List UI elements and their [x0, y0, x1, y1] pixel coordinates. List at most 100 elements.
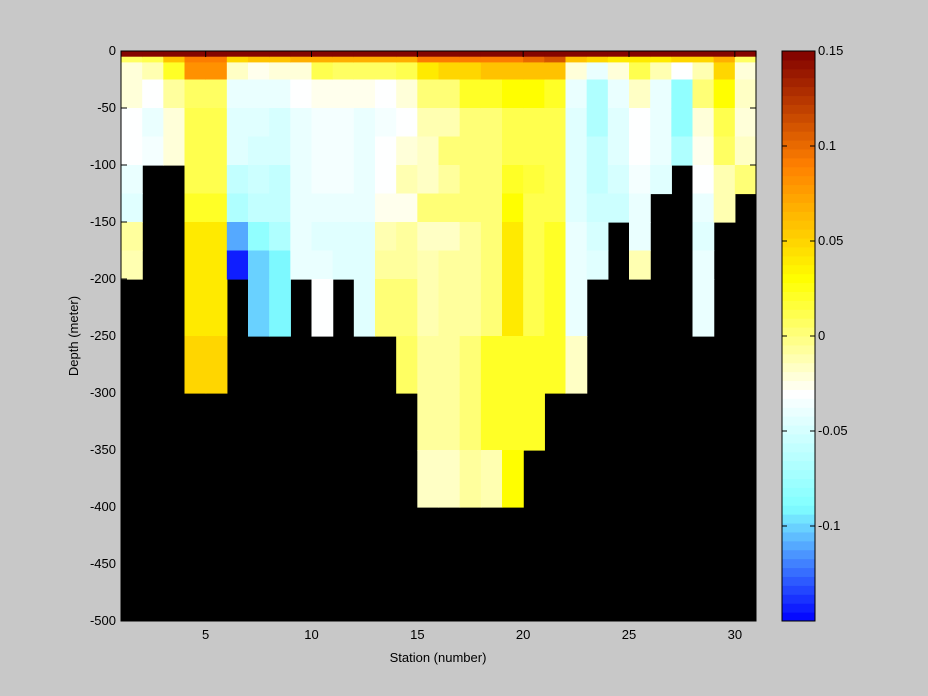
colorbar-level: [782, 353, 815, 364]
heatmap-cell: [121, 62, 143, 81]
heatmap-cell: [480, 79, 503, 109]
heatmap-cell: [311, 193, 334, 223]
heatmap-cell: [375, 79, 397, 109]
y-tick-label: 0: [109, 43, 116, 58]
heatmap-cell: [650, 62, 672, 81]
heatmap-cell: [121, 56, 143, 63]
heatmap-cell: [629, 108, 651, 138]
heatmap-cell: [629, 136, 651, 166]
colorbar-level: [782, 318, 815, 328]
heatmap-cell: [607, 193, 630, 223]
heatmap-cell: [586, 250, 609, 280]
heatmap-cell: [459, 336, 482, 394]
heatmap-cell: [502, 250, 524, 280]
heatmap-cell: [163, 79, 186, 109]
heatmap-cell: [290, 108, 313, 138]
heatmap-cell: [353, 222, 376, 252]
x-tick-label: 30: [728, 627, 742, 642]
heatmap-cell: [226, 56, 249, 63]
heatmap-cell: [586, 165, 609, 195]
heatmap-cell: [438, 136, 461, 166]
heatmap-cell: [396, 136, 418, 166]
colorbar-level: [782, 95, 815, 105]
heatmap-cell: [650, 56, 672, 63]
x-tick-label: 25: [622, 627, 636, 642]
heatmap-cell: [438, 108, 461, 138]
heatmap-cell: [311, 136, 334, 166]
heatmap-cell: [671, 56, 694, 63]
heatmap-cells: [121, 51, 757, 508]
heatmap-cell: [184, 336, 207, 394]
heatmap-cell: [480, 250, 503, 280]
heatmap-cell: [565, 56, 588, 63]
colorbar-level: [782, 558, 815, 569]
heatmap-cell: [480, 336, 503, 394]
heatmap-cell: [205, 336, 228, 394]
heatmap-cell: [438, 222, 461, 252]
heatmap-cell: [565, 79, 588, 109]
heatmap-cell: [523, 193, 545, 223]
colorbar-level: [782, 469, 815, 479]
heatmap-cell: [290, 51, 313, 58]
heatmap-cell: [523, 336, 545, 394]
colorbar-level: [782, 255, 815, 266]
heatmap-cell: [184, 136, 207, 166]
heatmap-cell: [142, 56, 164, 63]
heatmap-cell: [269, 62, 291, 81]
heatmap-cell: [332, 250, 355, 280]
heatmap-cell: [565, 222, 588, 252]
heatmap-cell: [226, 222, 249, 252]
heatmap-cell: [586, 79, 609, 109]
heatmap-cell: [523, 62, 545, 81]
heatmap-cell: [734, 108, 757, 138]
colorbar-level: [782, 433, 815, 444]
colorbar-level: [782, 460, 815, 471]
heatmap-cell: [248, 136, 270, 166]
heatmap-cell: [523, 136, 545, 166]
heatmap-cell: [269, 136, 291, 166]
heatmap-cell: [502, 393, 524, 451]
colorbar-level: [782, 585, 815, 595]
heatmap-cell: [565, 193, 588, 223]
y-tick-label: -450: [90, 556, 116, 571]
heatmap-cell: [269, 79, 291, 109]
heatmap-cell: [565, 336, 588, 394]
heatmap-cell: [480, 136, 503, 166]
heatmap-cell: [375, 193, 397, 223]
heatmap-cell: [565, 62, 588, 81]
heatmap-cell: [396, 279, 418, 337]
heatmap-cell: [502, 222, 524, 252]
heatmap-cell: [734, 56, 757, 63]
heatmap-cell: [480, 450, 503, 508]
heatmap-cell: [396, 193, 418, 223]
heatmap-cell: [396, 56, 418, 63]
heatmap-cell: [438, 450, 461, 508]
colorbar-level: [782, 211, 815, 221]
heatmap-cell: [438, 193, 461, 223]
heatmap-cell: [184, 108, 207, 138]
colorbar-level: [782, 371, 815, 382]
colorbar-level: [782, 389, 815, 399]
heatmap-cell: [523, 250, 545, 280]
colorbar-level: [782, 131, 815, 141]
heatmap-cell: [692, 193, 715, 223]
colorbar-level: [782, 300, 815, 310]
heatmap-cell: [438, 56, 461, 63]
colorbar-level: [782, 291, 815, 301]
heatmap-cell: [713, 79, 736, 109]
heatmap-cell: [734, 79, 757, 109]
heatmap-cell: [163, 108, 186, 138]
heatmap-cell: [586, 193, 609, 223]
heatmap-cell: [523, 165, 545, 195]
colorbar-tick-label: 0.05: [818, 233, 843, 248]
heatmap-cell: [692, 250, 715, 280]
heatmap-cell: [459, 51, 482, 58]
heatmap-cell: [184, 56, 207, 63]
heatmap-cell: [290, 165, 313, 195]
heatmap-cell: [121, 136, 143, 166]
heatmap-cell: [565, 279, 588, 337]
heatmap-cell: [205, 79, 228, 109]
heatmap-cell: [396, 250, 418, 280]
heatmap-cell: [311, 222, 334, 252]
y-tick-label: -250: [90, 328, 116, 343]
